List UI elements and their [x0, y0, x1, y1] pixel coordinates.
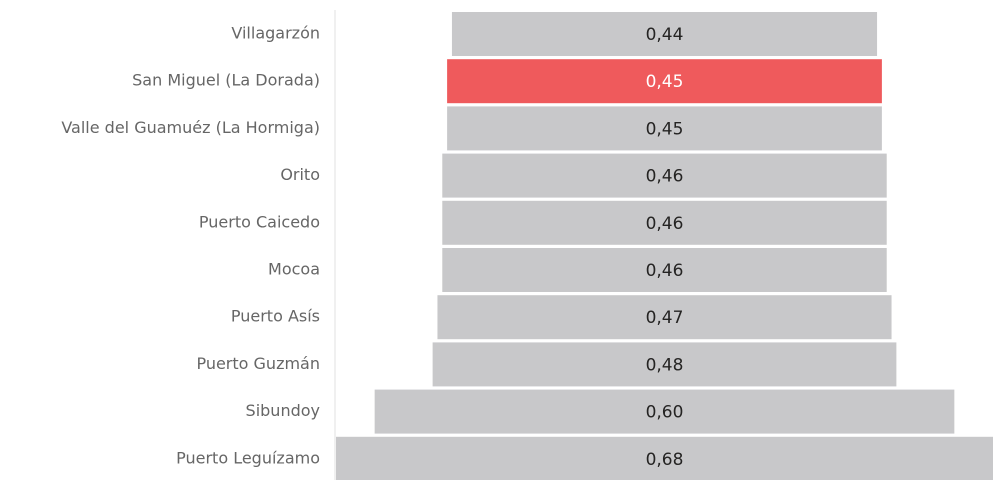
category-label: Puerto Caicedo [199, 212, 320, 231]
bar [437, 295, 892, 340]
value-label: 0,60 [646, 403, 684, 423]
category-label: Puerto Guzmán [196, 354, 320, 373]
bar [447, 59, 882, 104]
value-label: 0,44 [646, 25, 684, 45]
bar [442, 200, 887, 245]
value-label: 0,46 [646, 214, 684, 234]
value-label: 0,48 [646, 355, 684, 375]
category-label: Puerto Leguízamo [176, 448, 320, 467]
bar [374, 389, 955, 434]
bar [451, 12, 878, 56]
bar [336, 436, 993, 480]
bar [442, 153, 887, 198]
value-label: 0,46 [646, 167, 684, 187]
category-label: Sibundoy [246, 401, 320, 420]
bar [447, 106, 882, 151]
bar [432, 342, 897, 387]
category-label: Mocoa [268, 260, 320, 279]
bar [442, 248, 887, 292]
value-label: 0,46 [646, 261, 684, 281]
value-label: 0,47 [646, 308, 684, 328]
category-label: San Miguel (La Dorada) [132, 71, 320, 90]
category-label: Puerto Asís [231, 307, 320, 326]
value-label: 0,45 [646, 72, 684, 92]
value-label: 0,68 [646, 450, 684, 470]
category-label: Villagarzón [231, 24, 320, 43]
value-label: 0,45 [646, 119, 684, 139]
category-label: Orito [280, 165, 320, 184]
category-label: Valle del Guamuéz (La Hormiga) [61, 118, 320, 137]
